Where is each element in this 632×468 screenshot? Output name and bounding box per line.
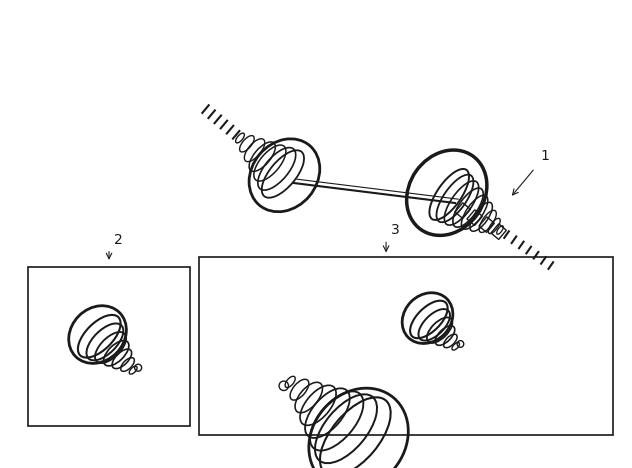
- Bar: [28, 267, 190, 426]
- Text: 3: 3: [391, 223, 400, 237]
- Bar: [491, 224, 506, 240]
- Text: 1: 1: [540, 149, 549, 163]
- Bar: [479, 217, 494, 233]
- Bar: [199, 257, 613, 435]
- Text: 2: 2: [114, 233, 123, 247]
- Bar: [455, 203, 470, 219]
- Bar: [467, 210, 482, 226]
